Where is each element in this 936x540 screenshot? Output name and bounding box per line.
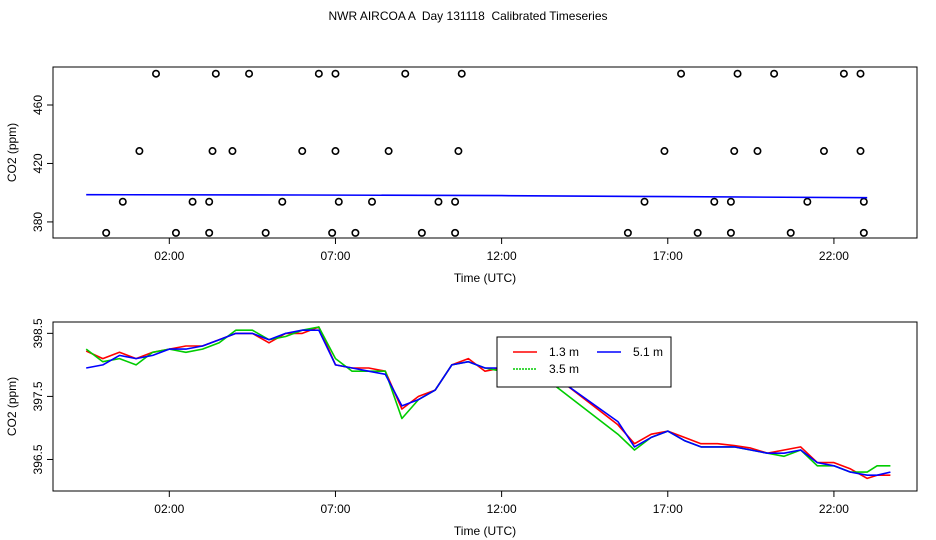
- panel2-legend-label: 1.3 m: [549, 345, 579, 359]
- panel1-data-point: [451, 197, 460, 206]
- panel1-data-point: [314, 69, 323, 78]
- panel1-data-point: [328, 228, 337, 237]
- panel1-data-point: [118, 197, 127, 206]
- panel1-y-tick-label: 460: [31, 95, 45, 115]
- panel1-data-point: [228, 147, 237, 156]
- panel1-data-point: [623, 228, 632, 237]
- panel1-x-tick-label: 07:00: [320, 249, 350, 263]
- panel1-data-point: [434, 197, 443, 206]
- chart-title: NWR AIRCOA A Day 131118 Calibrated Times…: [328, 9, 608, 23]
- panel2-x-tick-label: 17:00: [653, 502, 683, 516]
- panel2-x-tick-label: 07:00: [320, 502, 350, 516]
- panel1-data-point: [693, 228, 702, 237]
- panel1-data-point: [331, 69, 340, 78]
- panel2-y-tick-label: 396.5: [31, 444, 45, 474]
- panel1-data-point: [677, 69, 686, 78]
- panel1-data-point: [753, 147, 762, 156]
- panel1-data-point: [660, 147, 669, 156]
- panel1-x-tick-label: 22:00: [819, 249, 849, 263]
- panel2-x-axis-title: Time (UTC): [454, 524, 516, 538]
- panel2-legend-label: 3.5 m: [549, 362, 579, 376]
- panel1-x-tick-label: 12:00: [487, 249, 517, 263]
- panel1-data-point: [856, 69, 865, 78]
- panel1-data-point: [205, 197, 214, 206]
- panel1-data-point: [803, 197, 812, 206]
- panel1-y-axis-title: CO2 (ppm): [5, 123, 19, 182]
- panel1-data-point: [245, 69, 254, 78]
- panel1-data-point: [451, 228, 460, 237]
- panel1-data-point: [770, 69, 779, 78]
- panel1-y-tick-label: 420: [31, 153, 45, 173]
- panel2-legend-label: 5.1 m: [633, 345, 663, 359]
- panel1-data-point: [171, 228, 180, 237]
- panel1-data-point: [334, 197, 343, 206]
- panel1-plot-frame: [52, 66, 918, 239]
- panel1-data-point: [331, 147, 340, 156]
- panel1-x-tick-label: 17:00: [653, 249, 683, 263]
- panel1-data-point: [208, 147, 217, 156]
- panel1-data-point: [819, 147, 828, 156]
- panel1-series-line-trend: [86, 193, 868, 199]
- panel1-x-axis-title: Time (UTC): [454, 271, 516, 285]
- panel1-data-point: [730, 147, 739, 156]
- panel1-data-point: [205, 228, 214, 237]
- panel2-y-axis-title: CO2 (ppm): [5, 377, 19, 436]
- panel2-plot-frame: [52, 321, 918, 492]
- panel1-y-tick-label: 380: [31, 212, 45, 232]
- panel1-data-point: [786, 228, 795, 237]
- panel1-data-point: [368, 197, 377, 206]
- panel2-y-tick-label: 397.5: [31, 381, 45, 411]
- panel1-data-point: [726, 197, 735, 206]
- panel2-series-line-1-3-m: [85, 326, 891, 480]
- panel1-data-point: [261, 228, 270, 237]
- panel1-data-point: [384, 147, 393, 156]
- panel1-data-point: [401, 69, 410, 78]
- panel1-data-point: [298, 147, 307, 156]
- panel1-x-tick-label: 02:00: [154, 249, 184, 263]
- panel2-x-tick-label: 12:00: [487, 502, 517, 516]
- panel2-x-tick-label: 02:00: [154, 502, 184, 516]
- panel2-series-line-3-5-m: [85, 326, 891, 473]
- panel1-data-point: [102, 228, 111, 237]
- panel1-data-point: [457, 69, 466, 78]
- panel1-data-point: [135, 147, 144, 156]
- panel1-data-point: [859, 197, 868, 206]
- panel1-data-point: [839, 69, 848, 78]
- panel1-data-point: [856, 147, 865, 156]
- panel2-x-tick-label: 22:00: [819, 502, 849, 516]
- panel2-series-line-5-1-m: [86, 329, 891, 477]
- panel1-data-point: [726, 228, 735, 237]
- panel1-data-point: [640, 197, 649, 206]
- panel1-data-point: [417, 228, 426, 237]
- panel1-data-point: [733, 69, 742, 78]
- panel1-data-point: [152, 69, 161, 78]
- panel1-data-point: [351, 228, 360, 237]
- panel1-data-point: [278, 197, 287, 206]
- panel2-y-tick-label: 398.5: [31, 318, 45, 348]
- panel1-data-point: [188, 197, 197, 206]
- panel1-data-point: [454, 147, 463, 156]
- panel1-data-point: [211, 69, 220, 78]
- panel2-legend-box: [496, 336, 672, 388]
- panel1-data-point: [859, 228, 868, 237]
- panel1-data-point: [710, 197, 719, 206]
